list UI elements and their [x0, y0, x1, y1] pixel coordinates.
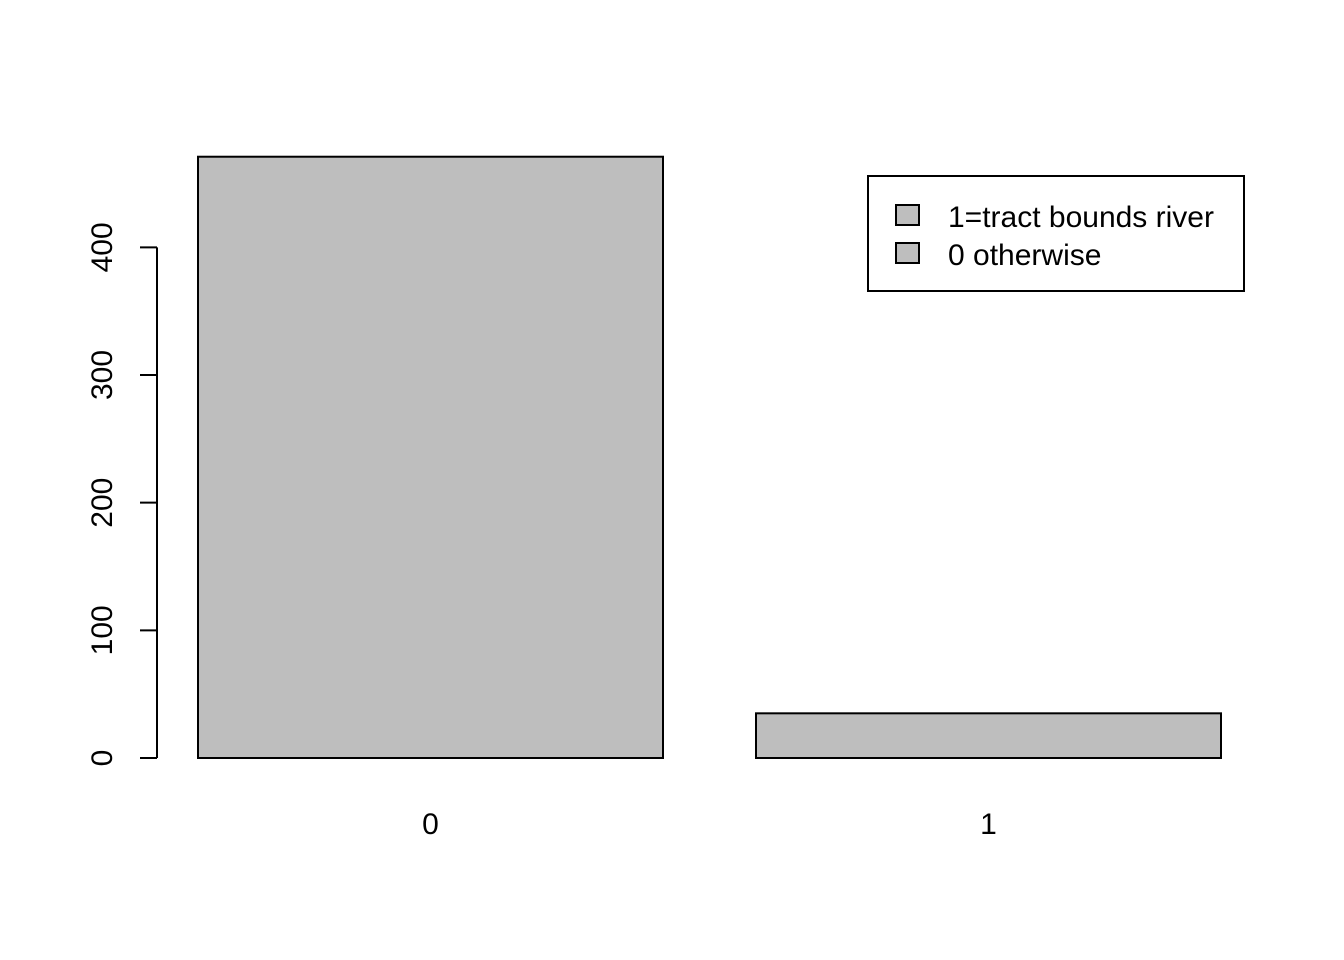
bar-1 — [755, 712, 1222, 759]
y-tick-label: 200 — [86, 478, 119, 528]
x-tick-label: 0 — [422, 808, 439, 841]
legend-box — [867, 175, 1245, 292]
legend-key-swatch — [895, 242, 920, 264]
y-axis: 0 100 200 300 400 — [86, 222, 158, 767]
x-tick-label: 1 — [980, 808, 997, 841]
y-tick-label: 300 — [86, 350, 119, 400]
y-tick-label: 0 — [86, 750, 119, 767]
legend-key-swatch — [895, 204, 920, 226]
legend-entry-label: 1=tract bounds river — [948, 201, 1214, 234]
bar-0 — [197, 155, 664, 760]
legend-entry-label: 0 otherwise — [948, 239, 1101, 272]
bars — [197, 155, 1222, 760]
y-tick-label: 100 — [86, 605, 119, 655]
y-tick-label: 400 — [86, 222, 119, 272]
legend: 1=tract bounds river 0 otherwise — [867, 175, 1245, 292]
